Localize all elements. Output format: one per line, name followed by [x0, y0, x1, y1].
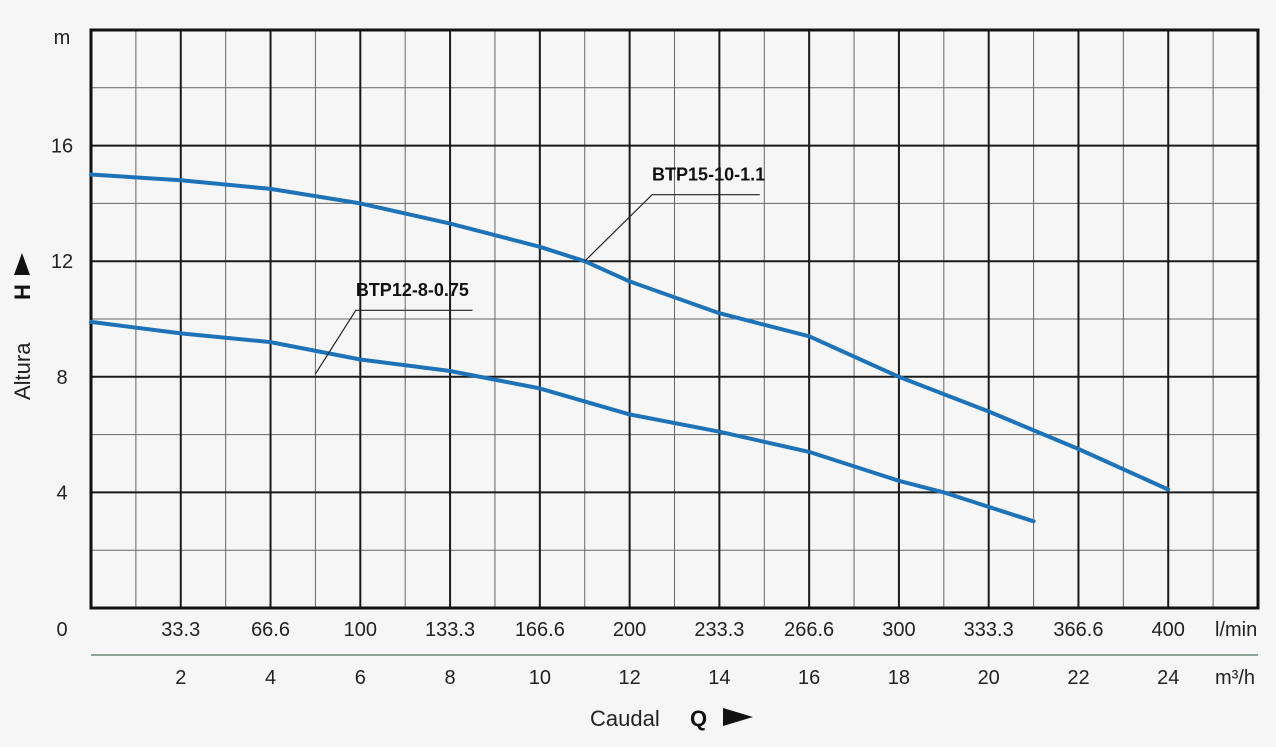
- y-tick-label: 0: [56, 619, 67, 641]
- x-tick-label-lmin: 66.6: [251, 619, 290, 641]
- y-unit-label: m: [54, 27, 71, 49]
- minor-grid: [91, 30, 1258, 608]
- series-labels: BTP15-10-1.1 BTP12-8-0.75: [314, 164, 765, 375]
- y-axis-symbol: H: [10, 284, 35, 300]
- x-tick-label-m3h: 20: [978, 667, 1000, 689]
- y-tick-label: 12: [51, 251, 73, 273]
- x-tick-label-m3h: 10: [529, 667, 551, 689]
- series-label-leader: [584, 194, 760, 262]
- x-tick-label-lmin: 200: [613, 619, 646, 641]
- x-tick-label-m3h: 4: [265, 667, 276, 689]
- x-tick-label-lmin: 100: [344, 619, 377, 641]
- y-tick-label: 8: [56, 367, 67, 389]
- x-tick-label-lmin: 233.3: [694, 619, 744, 641]
- x-tick-label-lmin: 133.3: [425, 619, 475, 641]
- x-tick-label-lmin: 266.6: [784, 619, 834, 641]
- x-tick-label-m3h: 12: [618, 667, 640, 689]
- x-tick-label-lmin: 33.3: [161, 619, 200, 641]
- series-line: [89, 172, 1171, 492]
- series-lines: [89, 172, 1171, 524]
- x-tick-label-m3h: 6: [355, 667, 366, 689]
- plot-frame: [89, 28, 1260, 610]
- y-tick-label: 4: [56, 482, 67, 504]
- x-tick-label-lmin: 366.6: [1053, 619, 1103, 641]
- series-label: BTP12-8-0.75: [356, 280, 469, 300]
- y-tick-labels: 0 4 8 12 16: [51, 136, 73, 641]
- x-tick-label-m3h: 16: [798, 667, 820, 689]
- x-unit-primary-label: l/min: [1215, 619, 1257, 641]
- x-tick-label-m3h: 24: [1157, 667, 1179, 689]
- x-tick-label-lmin: 300: [882, 619, 915, 641]
- x-axis-title: Caudal: [590, 706, 660, 731]
- x-tick-label-m3h: 18: [888, 667, 910, 689]
- x-tick-label-m3h: 2: [175, 667, 186, 689]
- x-unit-secondary-label: m³/h: [1215, 667, 1255, 689]
- x-tick-label-m3h: 22: [1067, 667, 1089, 689]
- y-axis-arrow-icon: [14, 253, 30, 275]
- x-tick-labels-m3h: 2 4 6 8 10 12 14 16 18 20 22 24: [175, 667, 1179, 689]
- series-label-leader: [314, 309, 473, 375]
- y-axis-title: Altura: [10, 342, 35, 400]
- x-tick-labels-lmin: 33.3 66.6 100 133.3 166.6 200 233.3 266.6 300 333…: [161, 619, 1185, 641]
- series-label: BTP15-10-1.1: [652, 164, 765, 184]
- y-axis-title-group: Altura H: [10, 253, 35, 400]
- series-line: [89, 319, 1036, 524]
- x-tick-label-lmin: 400: [1152, 619, 1185, 641]
- y-tick-label: 16: [51, 136, 73, 158]
- x-axis-arrow-icon: [723, 708, 753, 726]
- x-tick-label-lmin: 333.3: [964, 619, 1014, 641]
- major-grid: [91, 30, 1258, 608]
- x-axis-symbol: Q: [690, 706, 707, 731]
- x-tick-label-m3h: 14: [708, 667, 730, 689]
- x-tick-label-m3h: 8: [445, 667, 456, 689]
- x-tick-label-lmin: 166.6: [515, 619, 565, 641]
